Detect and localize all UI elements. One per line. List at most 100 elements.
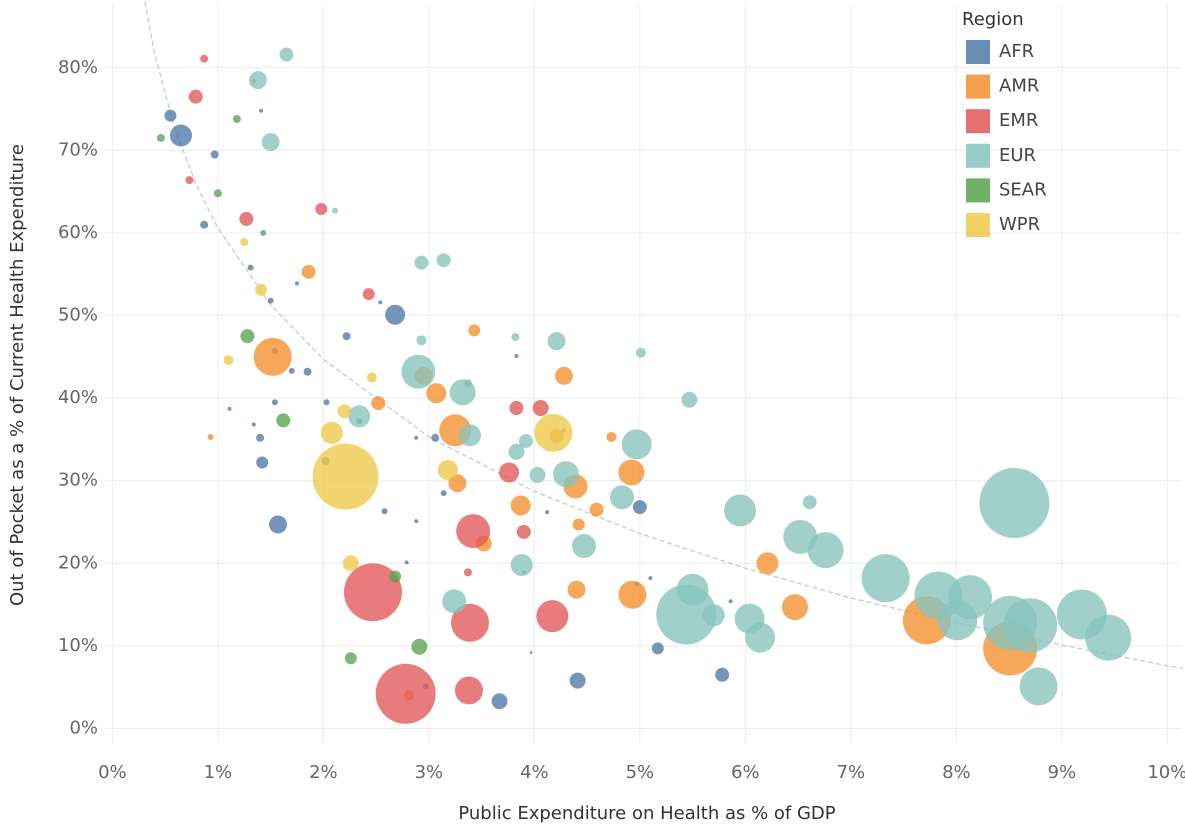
bubble (426, 383, 447, 404)
y-tick-label: 40% (58, 387, 98, 408)
bubble (188, 89, 203, 104)
bubble (404, 560, 409, 565)
y-tick-label: 30% (58, 470, 98, 491)
bubble (342, 555, 359, 572)
bubble (529, 651, 533, 654)
bubble (260, 229, 267, 236)
legend-swatch (966, 143, 990, 168)
bubble (210, 150, 219, 159)
bubble (375, 663, 436, 724)
bubble (223, 355, 234, 366)
bubble (459, 424, 482, 447)
bubble (248, 71, 267, 90)
bubble (715, 667, 730, 682)
bubble (807, 532, 844, 569)
bubble (344, 652, 357, 665)
bubble (247, 264, 254, 271)
bubble (295, 281, 300, 286)
bubble (301, 264, 316, 279)
bubble (529, 466, 546, 483)
bubble (362, 288, 375, 301)
legend-swatch (966, 74, 990, 99)
y-tick-label: 50% (58, 305, 98, 326)
bubble (156, 133, 165, 142)
bubble (255, 283, 268, 296)
bubble (618, 580, 647, 609)
bubble (323, 399, 330, 406)
trend-line (143, 0, 1184, 669)
bubble (213, 189, 222, 198)
y-tick-label: 10% (58, 635, 98, 656)
y-tick-label: 60% (58, 222, 98, 243)
bubble (724, 494, 757, 527)
x-tick-label: 6% (731, 762, 760, 783)
bubble (315, 202, 328, 215)
bubble (648, 576, 653, 581)
bubble (651, 642, 664, 655)
bubble (781, 594, 808, 621)
bubble (508, 443, 525, 460)
bubble (861, 554, 910, 603)
legend-label: AMR (999, 76, 1039, 97)
bubble (463, 568, 472, 577)
bubble (606, 431, 617, 442)
bubble (371, 396, 386, 411)
bubble (240, 329, 255, 344)
bubble (366, 372, 377, 383)
legend-label: EMR (999, 110, 1038, 131)
bubble (337, 404, 352, 419)
bubble (261, 133, 280, 152)
bubble (200, 54, 209, 63)
bubble (378, 300, 383, 305)
legend-swatch (966, 178, 990, 203)
bubble (385, 304, 406, 325)
bubble (267, 297, 274, 304)
bubble (331, 207, 338, 214)
y-tick-label: 20% (58, 552, 98, 573)
x-tick-label: 2% (309, 762, 338, 783)
x-tick-label: 10% (1147, 762, 1185, 783)
bubble (185, 176, 194, 185)
bubble (437, 459, 458, 480)
bubble (589, 502, 604, 517)
x-tick-label: 1% (204, 762, 233, 783)
bubble (510, 553, 533, 576)
bubble (618, 459, 645, 486)
bubble (389, 570, 402, 583)
bubble (342, 332, 351, 341)
bubble (979, 468, 1050, 539)
legend-label: SEAR (999, 179, 1047, 200)
bubble (702, 604, 725, 627)
bubble (547, 332, 566, 351)
bubble (343, 563, 402, 622)
legend-label: WPR (999, 214, 1040, 235)
bubble (239, 211, 254, 226)
bubble (948, 575, 993, 620)
bubble (572, 518, 585, 531)
bubble (169, 124, 192, 147)
bubble (745, 622, 776, 653)
bubble (312, 443, 379, 510)
legend-swatch (966, 40, 990, 64)
bubble (511, 333, 520, 342)
bubble (259, 108, 264, 113)
bubble (411, 638, 428, 655)
legend-label: EUR (999, 145, 1036, 166)
bubble (491, 693, 508, 710)
bubble (532, 400, 549, 417)
bubble (442, 589, 467, 614)
bubble (609, 485, 634, 510)
x-axis-title: Public Expenditure on Health as % of GDP (458, 803, 835, 824)
bubble (256, 433, 265, 442)
x-tick-label: 4% (520, 762, 549, 783)
bubble (756, 552, 779, 575)
bubble (232, 114, 241, 123)
bubble (635, 347, 646, 358)
bubble (251, 422, 256, 427)
x-tick-label: 0% (98, 762, 127, 783)
bubble (381, 508, 388, 515)
bubble (802, 495, 817, 510)
bubble (207, 433, 214, 440)
legend-label: AFR (999, 41, 1034, 62)
